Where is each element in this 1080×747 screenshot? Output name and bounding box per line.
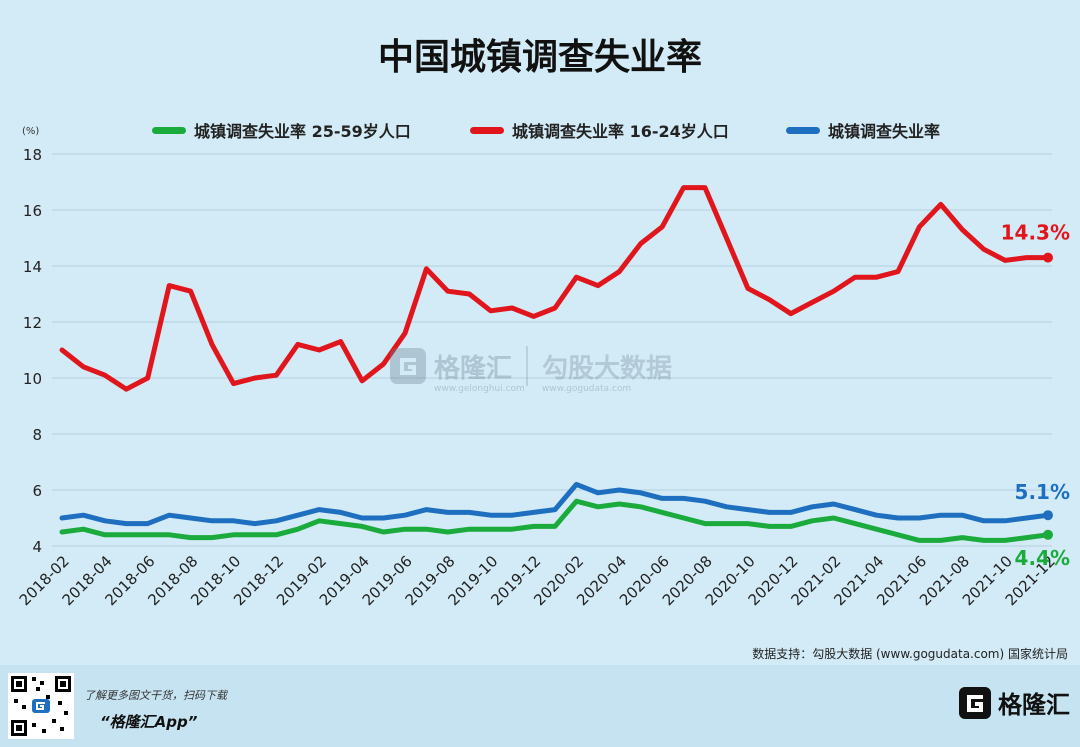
- y-tick-label: 12: [23, 314, 42, 332]
- brand-logo-icon: [390, 348, 426, 384]
- y-tick-label: 18: [23, 146, 42, 164]
- footer-logo: 格隆汇: [958, 685, 1070, 720]
- series-end-point-2: [1043, 510, 1053, 521]
- series-end-label-0: 4.4%: [1015, 546, 1070, 570]
- footer-promo-text: 了解更多图文干货，扫码下载: [84, 689, 227, 702]
- legend-label-total: 城镇调查失业率: [828, 122, 941, 141]
- series-end-label-2: 5.1%: [1015, 480, 1070, 504]
- series-line-1: [59, 185, 1051, 392]
- y-tick-label: 4: [32, 538, 42, 556]
- legend-swatch-red: [470, 126, 504, 134]
- watermark: 格隆汇 www.gelonghui.com 勾股大数据 www.gogudata…: [388, 346, 673, 394]
- footer-app-name: “格隆汇App”: [100, 713, 198, 731]
- legend-swatch-green: [152, 126, 186, 134]
- series-end-label-1: 14.3%: [1001, 221, 1070, 245]
- source-note: 数据支持：勾股大数据 (www.gogudata.com) 国家统计局: [752, 647, 1068, 661]
- y-tick-label: 14: [23, 258, 42, 276]
- watermark-brand-sub: www.gelonghui.com: [434, 383, 525, 394]
- footer: 了解更多图文干货，扫码下载 “格隆汇App” 格隆汇: [0, 665, 1080, 747]
- footer-logo-icon: [959, 686, 991, 719]
- y-tick-label: 10: [23, 370, 42, 388]
- y-tick-label: 8: [32, 426, 42, 444]
- y-tick-label: 6: [32, 482, 42, 500]
- legend-label-25-59: 城镇调查失业率 25-59岁人口: [194, 122, 411, 141]
- chart-title: 中国城镇调查失业率: [377, 37, 702, 78]
- watermark-brand: 格隆汇: [434, 353, 513, 384]
- legend-item-16-24: 城镇调查失业率 16-24岁人口: [470, 118, 729, 142]
- legend-item-25-59: 城镇调查失业率 25-59岁人口: [152, 118, 411, 142]
- series-end-point-1: [1043, 252, 1053, 263]
- qr-code-icon[interactable]: [8, 673, 74, 739]
- y-tick-label: 16: [23, 202, 42, 220]
- legend: 城镇调查失业率 25-59岁人口 城镇调查失业率 16-24岁人口 城镇调查失业…: [0, 118, 1080, 142]
- watermark-partner: 勾股大数据: [542, 353, 673, 384]
- series-line-2: [59, 481, 1051, 527]
- chart-area: 4 6 8 10 12 14 16 18 (%) 2018-02 2018-04 2018-06 201…: [0, 37, 1080, 661]
- y-unit-label: (%): [22, 126, 39, 137]
- legend-item-total: 城镇调查失业率: [786, 118, 940, 142]
- footer-logo-text: 格隆汇: [998, 691, 1070, 719]
- legend-swatch-blue: [786, 126, 820, 134]
- watermark-divider: [526, 346, 529, 386]
- legend-label-16-24: 城镇调查失业率 16-24岁人口: [512, 122, 729, 141]
- series-line-0: [59, 498, 1051, 543]
- watermark-partner-sub: www.gogudata.com: [542, 383, 632, 394]
- line-chart: 4681012141618(%)2018-022018-042018-06201…: [16, 126, 1070, 609]
- series-end-point-0: [1043, 529, 1053, 540]
